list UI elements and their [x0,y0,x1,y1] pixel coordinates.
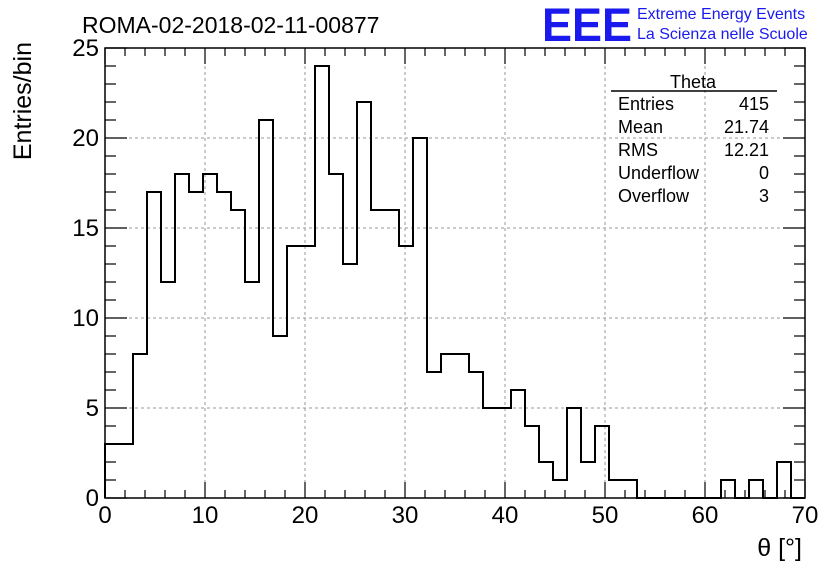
x-tick-label: 0 [98,502,111,529]
y-axis-ticks [105,47,805,499]
x-axis-label: θ [°] [757,534,802,562]
x-tick-label: 20 [292,502,319,529]
stats-row-label: RMS [618,140,658,160]
y-tick-label: 0 [86,485,99,512]
y-tick-label: 25 [72,35,99,62]
x-axis-tick-labels: 0 10 20 30 40 50 60 70 [98,502,818,529]
chart-title: ROMA-02-2018-02-11-00877 [82,12,379,38]
plot-frame [104,47,806,499]
eee-logo: EEE Extreme Energy Events La Scienza nel… [542,0,808,51]
x-tick-label: 30 [392,502,419,529]
y-tick-label: 5 [86,395,99,422]
y-tick-label: 15 [72,215,99,242]
stats-row-label: Mean [618,117,663,137]
histogram-outline [104,65,805,499]
stats-row-value: 415 [739,94,769,114]
y-tick-label: 20 [72,125,99,152]
stats-box-rows: Entries 415 Mean 21.74 RMS 12.21 Underflow 0 Ove… [618,94,769,206]
stats-row-value: 21.74 [724,117,769,137]
eee-logo-mark: EEE [542,0,632,51]
x-tick-label: 10 [192,502,219,529]
stats-box-title: Theta [670,72,717,92]
eee-logo-line2: La Scienza nelle Scuole [637,26,808,43]
grid-lines [105,48,805,498]
y-axis-label: Entries/bin [9,42,37,160]
y-axis-tick-labels: 0 5 10 15 20 25 [72,35,99,512]
stats-row-label: Underflow [618,163,700,183]
eee-logo-line1: Extreme Energy Events [637,6,805,23]
stats-row-label: Overflow [618,186,690,206]
x-tick-label: 50 [592,502,619,529]
x-tick-label: 60 [692,502,719,529]
stats-row-value: 3 [759,186,769,206]
x-tick-label: 40 [492,502,519,529]
stats-row-value: 12.21 [724,140,769,160]
x-tick-label: 70 [792,502,819,529]
stats-box: Theta Entries 415 Mean 21.74 RMS 12.21 Underfl… [611,72,777,206]
stats-row-label: Entries [618,94,674,114]
x-axis-ticks [104,48,806,498]
y-tick-label: 10 [72,305,99,332]
stats-row-value: 0 [759,163,769,183]
